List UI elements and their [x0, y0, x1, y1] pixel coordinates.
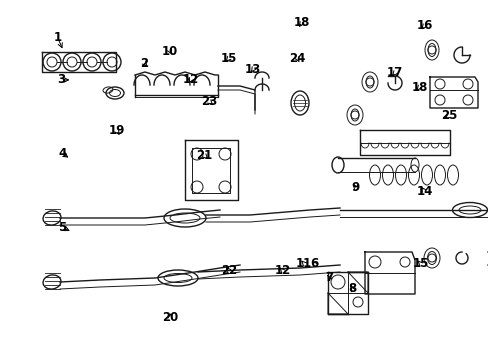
Text: 2: 2 [140, 57, 148, 69]
Text: 15: 15 [411, 257, 428, 270]
Text: 25: 25 [440, 109, 456, 122]
Text: 7: 7 [325, 271, 332, 284]
Text: 15: 15 [220, 52, 237, 65]
Text: 13: 13 [244, 63, 261, 76]
Text: 12: 12 [274, 264, 290, 277]
Text: 24: 24 [288, 52, 305, 65]
Text: 9: 9 [351, 181, 359, 194]
Text: 18: 18 [410, 81, 427, 94]
Text: 23: 23 [201, 95, 217, 108]
Text: 12: 12 [182, 73, 199, 86]
Text: 8: 8 [347, 282, 355, 295]
Text: 1: 1 [54, 31, 61, 44]
Text: 10: 10 [162, 45, 178, 58]
Text: 18: 18 [293, 16, 310, 29]
Text: 20: 20 [162, 311, 178, 324]
Text: 6: 6 [310, 257, 318, 270]
Text: 17: 17 [386, 66, 403, 79]
Text: 22: 22 [220, 264, 237, 277]
Text: 3: 3 [57, 73, 65, 86]
Text: 5: 5 [59, 221, 66, 234]
Text: 21: 21 [196, 149, 212, 162]
Text: 14: 14 [415, 185, 432, 198]
Text: 19: 19 [108, 124, 124, 137]
Text: 16: 16 [415, 19, 432, 32]
Text: 11: 11 [295, 257, 312, 270]
Text: 4: 4 [59, 147, 66, 160]
